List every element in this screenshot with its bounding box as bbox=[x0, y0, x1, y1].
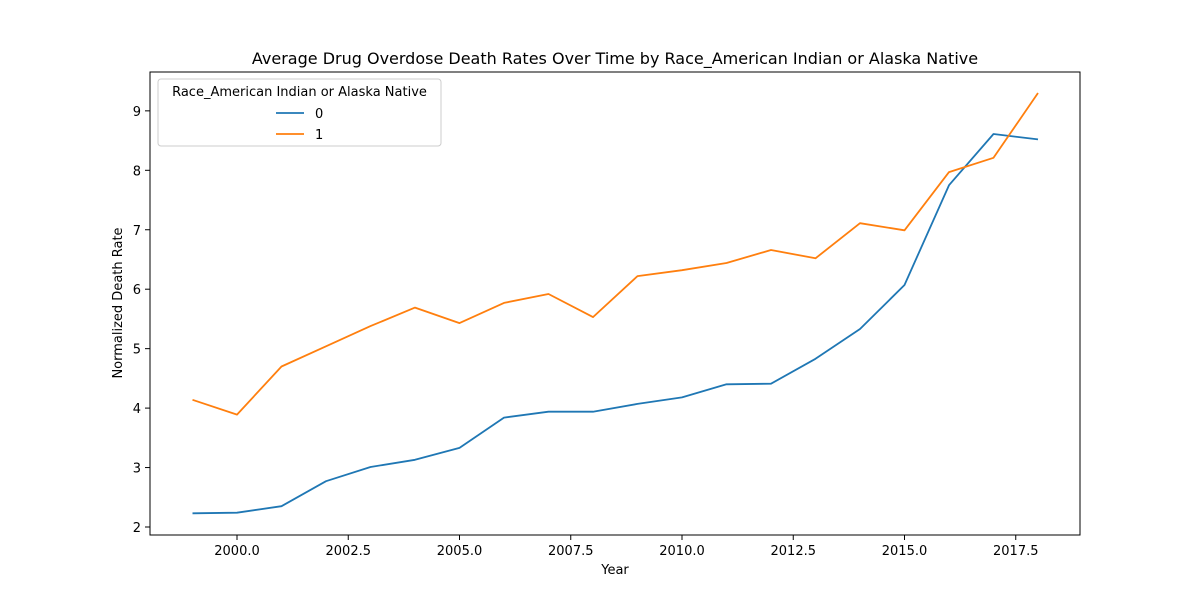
y-tick-label: 9 bbox=[133, 105, 141, 120]
y-tick-label: 5 bbox=[133, 343, 141, 358]
y-tick-label: 8 bbox=[133, 164, 141, 179]
plot-area: 2000.0 2002.5 2005.0 2007.5 2010.0 2012.5 2015… bbox=[133, 71, 1081, 559]
legend: Race_American Indian or Alaska Native 0 1 bbox=[157, 78, 442, 147]
y-axis-label: Normalized Death Rate bbox=[111, 227, 126, 378]
x-axis-label: Year bbox=[600, 563, 629, 578]
axes-frame bbox=[149, 71, 1081, 536]
legend-title: Race_American Indian or Alaska Native bbox=[172, 85, 427, 100]
legend-label-0: 0 bbox=[315, 107, 323, 122]
chart-title: Average Drug Overdose Death Rates Over T… bbox=[252, 49, 978, 69]
y-tick-label: 6 bbox=[133, 283, 141, 298]
x-tick-label: 2000.0 bbox=[214, 544, 260, 559]
x-tick-label: 2015.0 bbox=[882, 544, 928, 559]
x-tick-label: 2010.0 bbox=[659, 544, 705, 559]
y-tick-label: 4 bbox=[133, 402, 141, 417]
x-tick-label: 2007.5 bbox=[548, 544, 594, 559]
legend-label-1: 1 bbox=[315, 128, 323, 143]
x-tick-label: 2017.5 bbox=[993, 544, 1039, 559]
series-line-0 bbox=[192, 133, 1039, 515]
y-tick-label: 7 bbox=[133, 224, 141, 239]
y-tick-label: 3 bbox=[133, 462, 141, 477]
y-tick-label: 2 bbox=[133, 521, 141, 536]
x-tick-label: 2005.0 bbox=[437, 544, 483, 559]
x-tick-label: 2002.5 bbox=[326, 544, 372, 559]
series-line-1 bbox=[192, 92, 1039, 416]
x-tick-label: 2012.5 bbox=[771, 544, 817, 559]
